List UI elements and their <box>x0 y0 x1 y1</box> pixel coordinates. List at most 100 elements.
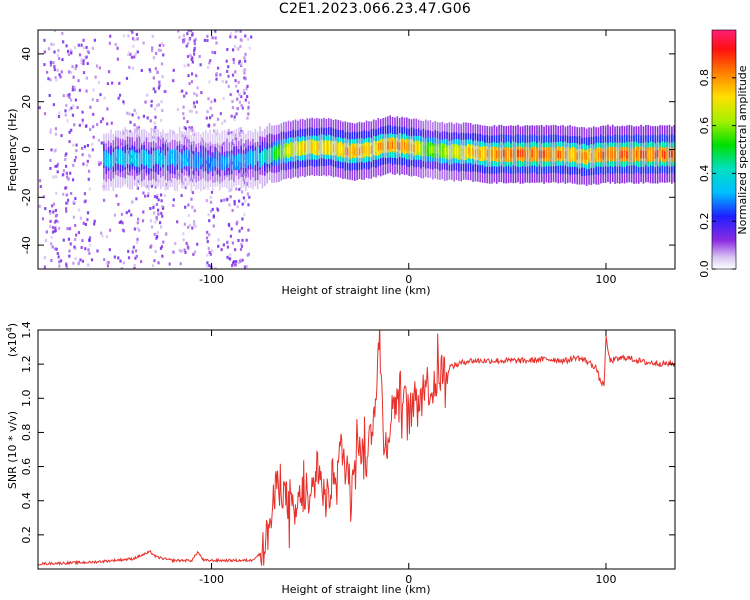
heatmap-ridge-cell <box>344 147 347 155</box>
heatmap-cell <box>64 186 67 190</box>
heatmap-cell <box>243 91 246 95</box>
heatmap-cell <box>154 115 157 119</box>
heatmap-cell <box>66 93 69 97</box>
heatmap-cell <box>149 70 152 74</box>
heatmap-cell <box>53 68 56 72</box>
heatmap-cell <box>70 106 73 110</box>
y-tick-label: 1.0 <box>20 390 33 408</box>
heatmap-ridge-cell <box>126 153 129 162</box>
heatmap-cell <box>158 221 162 225</box>
heatmap-cell <box>168 262 171 266</box>
heatmap-cell <box>78 88 81 92</box>
heatmap-cell <box>127 249 130 253</box>
heatmap-ridge-cell <box>578 151 581 159</box>
heatmap-cell <box>208 61 211 65</box>
heatmap-cell <box>172 68 175 72</box>
heatmap-ridge-cell <box>417 143 420 152</box>
heatmap-cell <box>140 69 143 73</box>
heatmap-cell <box>180 249 183 253</box>
heatmap-cell <box>191 60 194 64</box>
heatmap-cell <box>170 150 173 154</box>
heatmap-cell <box>243 213 246 217</box>
heatmap-cell <box>244 52 247 56</box>
heatmap-cell <box>153 211 156 215</box>
heatmap-cell <box>74 98 77 102</box>
heatmap-ridge-cell <box>190 159 193 167</box>
heatmap-ridge-cell <box>178 155 181 170</box>
heatmap-ridge-cell <box>607 149 609 158</box>
heatmap-ridge-cell <box>202 159 205 167</box>
heatmap-cell <box>131 37 135 41</box>
heatmap-ridge-cell <box>254 156 257 165</box>
heatmap-ridge-cell <box>252 153 254 168</box>
heatmap-cell <box>229 195 232 199</box>
heatmap-cell <box>38 204 41 208</box>
heatmap-cell <box>58 111 61 115</box>
colorbar-tick-label: 0.6 <box>698 117 711 135</box>
heatmap-cell <box>142 41 145 45</box>
heatmap-cell <box>199 63 202 67</box>
heatmap-ridge-cell <box>181 154 183 163</box>
heatmap-cell <box>242 196 245 200</box>
heatmap-cell <box>80 58 83 62</box>
heatmap-cell <box>210 154 213 158</box>
heatmap-ridge-cell <box>361 146 363 154</box>
heatmap-cell <box>52 61 55 65</box>
y-tick-label: 0 <box>20 146 33 153</box>
heatmap-cell <box>172 131 175 135</box>
heatmap-cell <box>238 100 241 104</box>
heatmap-ridge-cell <box>403 141 406 150</box>
heatmap-cell <box>193 223 196 227</box>
heatmap-ridge-cell <box>105 158 108 167</box>
heatmap-cell <box>193 250 197 254</box>
heatmap-cell <box>91 46 94 50</box>
heatmap-cell <box>46 70 49 74</box>
heatmap-cell <box>43 50 46 54</box>
heatmap-cell <box>192 252 195 256</box>
y-tick-label: 0.6 <box>20 458 33 476</box>
heatmap-cell <box>208 80 211 84</box>
heatmap-cell <box>157 86 161 90</box>
heatmap-cell <box>191 32 194 36</box>
heatmap-cell <box>70 98 73 102</box>
heatmap-cell <box>50 242 53 246</box>
heatmap-cell <box>118 81 121 85</box>
heatmap-cell <box>189 178 192 182</box>
heatmap-cell <box>50 148 53 152</box>
heatmap-cell <box>56 162 60 166</box>
heatmap-cell <box>237 238 240 242</box>
heatmap-ridge-cell <box>510 149 512 158</box>
heatmap-cell <box>236 205 239 209</box>
heatmap-cell <box>52 43 55 47</box>
heatmap-ridge-cell <box>552 149 555 158</box>
heatmap-cell <box>229 32 233 36</box>
heatmap-cell <box>229 253 232 257</box>
heatmap-cell <box>149 207 152 211</box>
heatmap-cell <box>178 248 181 252</box>
heatmap-cell <box>47 77 50 81</box>
heatmap-ridge-cell <box>410 143 413 152</box>
heatmap-ridge-cell <box>169 149 171 164</box>
heatmap-cell <box>238 229 241 233</box>
heatmap-cell <box>60 134 63 138</box>
heatmap-cell <box>245 181 249 185</box>
chart-title: C2E1.2023.066.23.47.G06 <box>278 1 472 17</box>
heatmap-cell <box>180 194 183 198</box>
heatmap-ridge-cell <box>188 158 190 167</box>
heatmap-cell <box>185 44 188 48</box>
heatmap-ridge-cell <box>200 150 202 165</box>
heatmap-cell <box>88 251 91 255</box>
heatmap-cell <box>51 226 55 230</box>
heatmap-cell <box>161 254 164 258</box>
heatmap-cell <box>119 220 123 224</box>
heatmap-cell <box>125 129 128 133</box>
heatmap-cell <box>185 91 188 95</box>
heatmap-cell <box>231 161 234 165</box>
heatmap-ridge-cell <box>185 149 188 165</box>
heatmap-cell <box>191 56 194 60</box>
snr-y-axis-label: SNR (10 * v/v) <box>6 411 19 489</box>
heatmap-cell <box>240 242 243 246</box>
heatmap-cell <box>215 71 219 75</box>
heatmap-ridge-cell <box>195 160 197 168</box>
heatmap-cell <box>148 68 151 72</box>
